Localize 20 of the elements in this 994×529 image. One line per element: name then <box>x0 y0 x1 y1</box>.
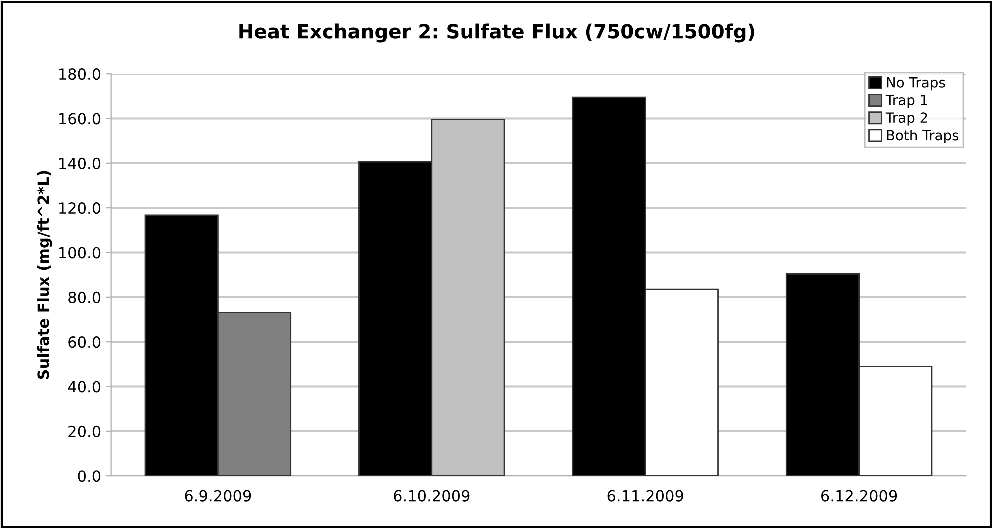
y-tick-label: 0.0 <box>78 470 101 482</box>
x-tick-label: 6.11.2009 <box>608 490 684 502</box>
y-tick-label: 40.0 <box>68 381 101 393</box>
y-tick-label: 160.0 <box>60 113 101 125</box>
x-tick-label: 6.12.2009 <box>822 490 898 502</box>
y-tick-label: 60.0 <box>68 336 101 348</box>
y-tick-label: 80.0 <box>68 292 101 304</box>
legend-label: Trap 1 <box>886 95 928 108</box>
legend-label: Both Traps <box>887 130 959 144</box>
y-tick-label: 100.0 <box>60 247 101 259</box>
y-tick-label: 180.0 <box>60 68 101 80</box>
x-tick-label: 6.10.2009 <box>394 490 470 502</box>
legend-label: No Traps <box>887 78 946 91</box>
legend-label: Trap 2 <box>886 112 928 126</box>
y-tick-label: 140.0 <box>60 158 101 170</box>
y-axis-title: Sulfate Flux (mg/ft^2*L) <box>37 171 52 380</box>
chart-title: Heat Exchanger 2: Sulfate Flux (750cw/1500fg) <box>240 24 754 43</box>
x-tick-label: 6.9.2009 <box>185 490 252 502</box>
y-tick-label: 20.0 <box>68 426 101 438</box>
y-tick-label: 120.0 <box>60 202 101 214</box>
